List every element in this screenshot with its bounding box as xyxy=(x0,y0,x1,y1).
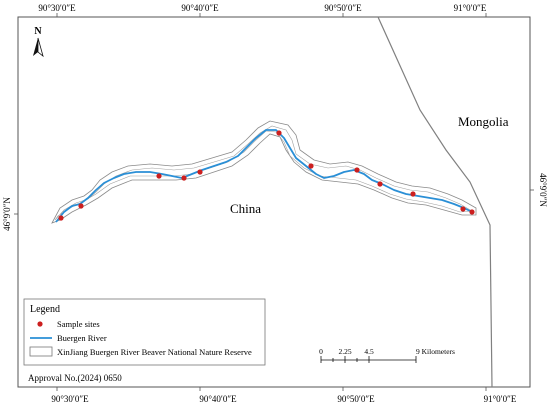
scale-bar-ruler xyxy=(320,356,417,363)
bottom-tick-label-2: 90°40′0″E xyxy=(199,394,237,404)
top-tick-label-1: 90°30′0″E xyxy=(38,3,76,13)
legend-frame xyxy=(23,298,266,366)
top-tick-label-3: 90°50′0″E xyxy=(324,3,362,13)
bottom-tick-label-1: 90°30′0″E xyxy=(51,394,89,404)
north-label: N xyxy=(34,26,42,37)
place-label-china: China xyxy=(230,201,261,216)
right-tick-label: 46°9′0″N xyxy=(538,173,548,207)
bottom-tick-label-4: 91°0′0″E xyxy=(484,394,517,404)
sample-site xyxy=(78,203,84,209)
sample-site xyxy=(58,215,64,221)
sample-site xyxy=(276,130,282,136)
sample-site xyxy=(377,181,383,187)
left-tick-label: 46°9′0″N xyxy=(2,197,12,231)
scale-label-2: 4.5 xyxy=(364,347,374,356)
legend-label-reserve: XinJiang Buergen River Beaver National N… xyxy=(57,347,252,357)
north-arrow: N xyxy=(33,26,44,58)
scale-label-3: 9 Kilometers xyxy=(416,347,455,356)
legend-sample-site-symbol xyxy=(37,321,43,327)
sample-site xyxy=(181,175,187,181)
scale-bar: 0 2.25 4.5 9 Kilometers xyxy=(319,347,455,363)
sample-site xyxy=(156,173,162,179)
scale-label-1: 2.25 xyxy=(338,347,351,356)
sample-sites xyxy=(58,130,475,221)
legend-reserve-symbol xyxy=(29,346,53,357)
approval-number: Approval No.(2024) 0650 xyxy=(28,373,122,383)
bottom-tick-label-3: 90°50′0″E xyxy=(337,394,375,404)
top-tick-label-4: 91°0′0″E xyxy=(454,3,487,13)
legend: Legend Sample sites Buergen River XinJia… xyxy=(23,298,266,366)
top-tick-label-2: 90°40′0″E xyxy=(181,3,219,13)
reserve-boundary-outer xyxy=(51,120,477,224)
international-border xyxy=(377,16,493,388)
legend-title: Legend xyxy=(30,304,60,315)
sample-site xyxy=(354,167,360,173)
buergen-river xyxy=(55,129,473,223)
place-label-mongolia: Mongolia xyxy=(458,114,509,129)
sample-site xyxy=(410,191,416,197)
sample-site xyxy=(197,169,203,175)
frame-ticks xyxy=(14,13,534,391)
legend-label-sample-sites: Sample sites xyxy=(57,319,100,329)
sample-site xyxy=(308,163,314,169)
north-arrow-icon-half xyxy=(37,37,44,58)
north-arrow-icon xyxy=(33,38,38,56)
sample-site xyxy=(469,209,475,215)
sample-site xyxy=(460,206,466,212)
legend-label-river: Buergen River xyxy=(57,333,107,343)
scale-label-0: 0 xyxy=(319,347,323,356)
